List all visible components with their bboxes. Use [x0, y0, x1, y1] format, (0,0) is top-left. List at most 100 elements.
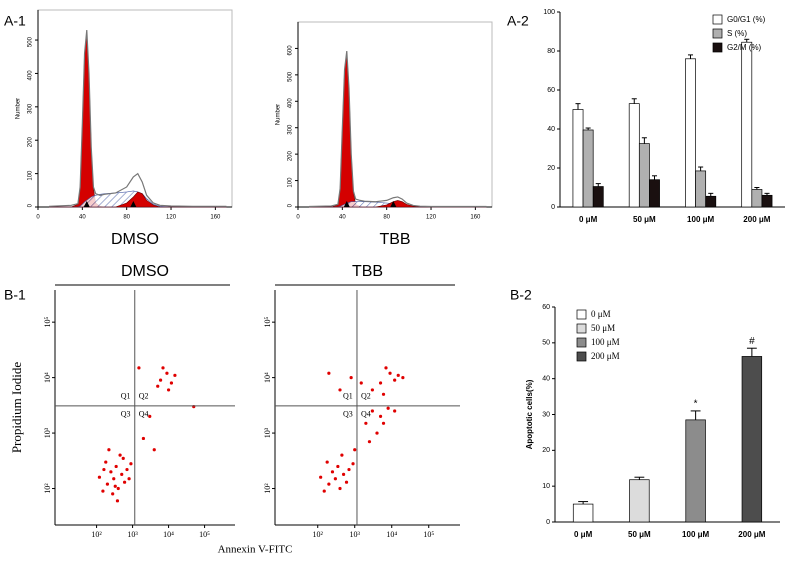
point [121, 456, 125, 460]
bar [638, 143, 650, 208]
bar [685, 419, 706, 523]
point [120, 472, 124, 476]
point [156, 384, 160, 388]
legend-label: G2/M (%) [727, 43, 762, 52]
x-tick-label: 50 μM [628, 530, 651, 539]
area [49, 191, 227, 208]
point [338, 388, 342, 392]
chart-title: DMSO [121, 263, 169, 280]
point [137, 366, 141, 370]
point [351, 462, 355, 466]
point [129, 462, 133, 466]
point [344, 480, 349, 484]
point [114, 464, 118, 469]
plot-frame [297, 21, 493, 208]
bar [741, 356, 763, 523]
y-axis-label: Number [16, 98, 22, 119]
legend-label: S (%) [727, 29, 747, 38]
point [396, 373, 400, 377]
point [381, 421, 386, 425]
point [370, 388, 374, 392]
point [322, 489, 326, 493]
x-tick-label: 10³ [350, 530, 361, 539]
line [309, 51, 487, 208]
peak-marker [130, 201, 137, 207]
point [341, 472, 346, 476]
bar [649, 179, 660, 208]
point [384, 366, 388, 370]
bar [695, 170, 707, 208]
y-tick-label: 10² [43, 483, 52, 494]
bar [572, 109, 584, 208]
point [158, 378, 163, 382]
legend-label: 50 μM [591, 323, 615, 333]
point [122, 480, 127, 484]
panel-label: A-2 [507, 13, 529, 29]
y-axis-label: Propidium Iodide [9, 362, 24, 454]
area [49, 31, 227, 208]
y-tick-label: 40 [547, 126, 555, 133]
panel-label: A-1 [4, 13, 26, 29]
point [109, 470, 113, 474]
point [393, 378, 397, 382]
legend-label: 100 μM [591, 337, 620, 347]
x-tick-label: 80 [383, 215, 390, 221]
legend-swatch [712, 14, 723, 25]
legend-swatch [712, 42, 723, 53]
y-tick-label: 10² [263, 483, 272, 494]
point [115, 499, 120, 503]
point [112, 477, 116, 481]
panel-label: B-1 [4, 287, 26, 303]
point [388, 371, 392, 375]
quadrant-label: Q1 [121, 392, 131, 401]
quadrant-label: Q1 [343, 392, 353, 401]
y-tick-label: 300 [28, 103, 34, 114]
y-tick-label: 60 [542, 304, 550, 311]
point [353, 448, 357, 452]
legend-label: 200 μM [591, 351, 620, 361]
bar [582, 129, 594, 208]
point [381, 392, 386, 396]
x-tick-label: 0 μM [579, 215, 598, 224]
point [367, 440, 372, 444]
line [49, 29, 227, 207]
point [118, 453, 122, 457]
bar [572, 503, 594, 523]
x-tick-label: 80 [123, 215, 130, 221]
bar [685, 58, 696, 208]
x-axis-label: Annexin V-FITC [218, 544, 293, 556]
legend-swatch [712, 28, 723, 39]
quadrant-label: Q4 [139, 410, 149, 419]
plot-frame [37, 9, 233, 208]
point [386, 406, 390, 410]
x-tick-label: 10⁴ [386, 530, 397, 539]
point [116, 486, 120, 491]
chart-title: TBB [379, 231, 410, 248]
x-tick-label: 160 [470, 215, 481, 221]
y-axis-label: Apoptotic cells(%) [525, 379, 534, 449]
point [327, 482, 331, 486]
x-tick-label: 120 [426, 215, 437, 221]
peak-marker [343, 201, 350, 207]
y-tick-label: 10³ [43, 427, 52, 438]
point [105, 482, 110, 486]
point [165, 371, 169, 375]
legend-swatch [576, 309, 587, 320]
point [169, 381, 174, 385]
area [309, 52, 487, 208]
y-tick-label: 10⁵ [263, 317, 272, 328]
point [364, 421, 368, 425]
chart-title: DMSO [111, 231, 159, 248]
y-tick-label: 50 [542, 340, 550, 347]
point [359, 381, 363, 385]
bar [741, 41, 753, 208]
y-tick-label: 100 [28, 170, 34, 181]
y-tick-label: 10⁴ [43, 372, 52, 383]
y-tick-label: 0 [28, 203, 34, 207]
quadrant-label: Q4 [361, 410, 371, 419]
point [340, 453, 344, 457]
legend-label: 0 μM [591, 309, 611, 319]
bar [751, 189, 763, 208]
area [309, 200, 487, 208]
